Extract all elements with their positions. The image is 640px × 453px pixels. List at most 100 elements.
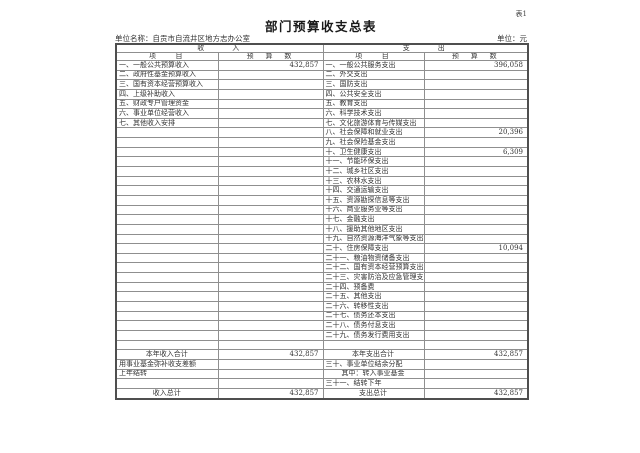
income-item-cell [115, 146, 219, 158]
expense-item-cell: 十七、金融支出 [322, 214, 425, 225]
expense-item-cell: 二十四、预备费 [322, 281, 425, 293]
income-item-cell [115, 329, 219, 341]
expense-item-cell: 十、卫生健康支出 [322, 146, 425, 158]
unit-name-label: 单位名称：自贡市自流井区地方志办公室 [115, 34, 250, 43]
table-row: 上年结转 其中：转入事业基金 [115, 368, 529, 380]
table-row: 三、国有资本经营预算收入 三、国防支出 [115, 79, 529, 90]
expense-value-cell [423, 291, 529, 302]
income-item-cell [115, 339, 219, 351]
expense-item-cell [322, 339, 425, 351]
table-row: 二十九、债务发行费用支出 [115, 329, 529, 341]
income-item-cell: 用事业基金弥补收支差额 [115, 358, 219, 370]
table-row: 用事业基金弥补收支差额 三十、事业单位结余分配 [115, 358, 529, 370]
income-item-cell [115, 137, 219, 148]
expense-group-header: 支出 [322, 43, 529, 53]
expense-value-cell [423, 175, 529, 187]
expense-item-header: 项目 [322, 52, 425, 61]
expense-value-cell [423, 166, 529, 177]
income-item-cell [115, 223, 219, 235]
table-row: 二、政府性基金预算收入 二、外交支出 [115, 69, 529, 81]
expense-value-cell: 20,396 [423, 127, 529, 139]
page-title: 部门预算收支总表 [264, 19, 377, 34]
table-row: 二十四、预备费 [115, 281, 529, 293]
expense-value-cell [423, 358, 529, 370]
income-item-header: 项目 [115, 52, 219, 61]
expense-item-cell: 二、外交支出 [322, 69, 425, 81]
table-row: 十七、金融支出 [115, 214, 529, 225]
income-item-cell: 七、其他收入安排 [115, 117, 219, 129]
expense-value-cell [423, 301, 529, 312]
income-value-cell [217, 194, 324, 206]
income-item-cell [115, 214, 219, 225]
income-value-cell [217, 339, 324, 351]
income-value-cell [217, 204, 324, 216]
income-item-cell [115, 156, 219, 168]
table-row: 一、一般公共预算收入 432,857 一、一般公共服务支出 396,058 [115, 60, 529, 71]
expense-item-cell: 二十五、其他支出 [322, 291, 425, 302]
income-item-cell: 三、国有资本经营预算收入 [115, 79, 219, 90]
expense-item-cell: 十三、农林水支出 [322, 175, 425, 187]
column-header-row: 项目 预算数 项目 预算数 [115, 52, 529, 61]
table-body: 一、一般公共预算收入 432,857 一、一般公共服务支出 396,058 二、政府性基… [115, 60, 529, 400]
expense-item-cell: 二十三、灾害防治及应急管理支出 [322, 272, 425, 283]
table-row: 十一、节能环保支出 [115, 156, 529, 168]
table-row: 本年收入合计 432,857 本年支出合计 432,857 [115, 349, 529, 360]
income-value-cell [217, 368, 324, 380]
expense-value-cell [423, 88, 529, 100]
income-item-cell: 四、上级补助收入 [115, 88, 219, 100]
expense-item-cell: 二十八、债务付息支出 [322, 320, 425, 331]
expense-value-cell [423, 262, 529, 274]
table-row: 二十二、国有资本经营预算支出 [115, 262, 529, 274]
table-row: 二十三、灾害防治及应急管理支出 [115, 272, 529, 283]
expense-item-cell: 八、社会保障和就业支出 [322, 127, 425, 139]
expense-value-cell [423, 214, 529, 225]
table-row: 十三、农林水支出 [115, 175, 529, 187]
expense-item-cell: 二十、住房保障支出 [322, 243, 425, 254]
expense-value-cell [423, 281, 529, 293]
income-value-cell [217, 358, 324, 370]
table-row: 七、其他收入安排 七、文化旅游体育与传媒支出 [115, 117, 529, 129]
income-value-cell [217, 117, 324, 129]
table-row: 三十一、结转下年 [115, 378, 529, 389]
income-value-cell [217, 281, 324, 293]
expense-item-cell: 三十、事业单位结余分配 [322, 358, 425, 370]
currency-unit-label: 单位：元 [497, 34, 527, 43]
income-item-cell [115, 262, 219, 274]
expense-value-cell [423, 339, 529, 351]
table-row: 九、社会保险基金支出 [115, 137, 529, 148]
income-item-cell [115, 378, 219, 389]
income-item-cell [115, 243, 219, 254]
expense-value-cell [423, 117, 529, 129]
income-budget-header: 预算数 [217, 52, 324, 61]
expense-value-cell: 432,857 [423, 349, 529, 360]
expense-value-cell [423, 69, 529, 81]
income-value-cell: 432,857 [217, 349, 324, 360]
expense-value-cell: 396,058 [423, 60, 529, 71]
group-header-row: 收入 支出 [115, 43, 529, 53]
table-row: 二十五、其他支出 [115, 291, 529, 302]
table-row: 收入总计 432,857 支出总计 432,857 [115, 387, 529, 400]
table-number: 表1 [515, 10, 527, 18]
income-value-cell [217, 233, 324, 245]
income-item-cell: 六、事业单位经营收入 [115, 108, 219, 119]
income-value-cell: 432,857 [217, 60, 324, 71]
income-value-cell [217, 291, 324, 302]
income-group-header: 收入 [115, 43, 324, 53]
income-value-cell [217, 301, 324, 312]
table-row: 十六、商业服务业等支出 [115, 204, 529, 216]
table-row: 十、卫生健康支出 6,309 [115, 146, 529, 158]
table-row: 五、财政专户管理资金 五、教育支出 [115, 98, 529, 110]
expense-budget-header: 预算数 [423, 52, 529, 61]
income-value-cell [217, 108, 324, 119]
income-value-cell [217, 185, 324, 196]
table-row: 十八、援助其他地区支出 [115, 223, 529, 235]
expense-item-cell: 二十七、债务还本支出 [322, 310, 425, 322]
table-row: 十五、资源勘探信息等支出 [115, 194, 529, 206]
expense-value-cell [423, 378, 529, 389]
expense-value-cell [423, 137, 529, 148]
income-item-cell [115, 166, 219, 177]
expense-item-cell: 支出总计 [322, 387, 425, 400]
income-item-cell [115, 291, 219, 302]
income-item-cell [115, 320, 219, 331]
